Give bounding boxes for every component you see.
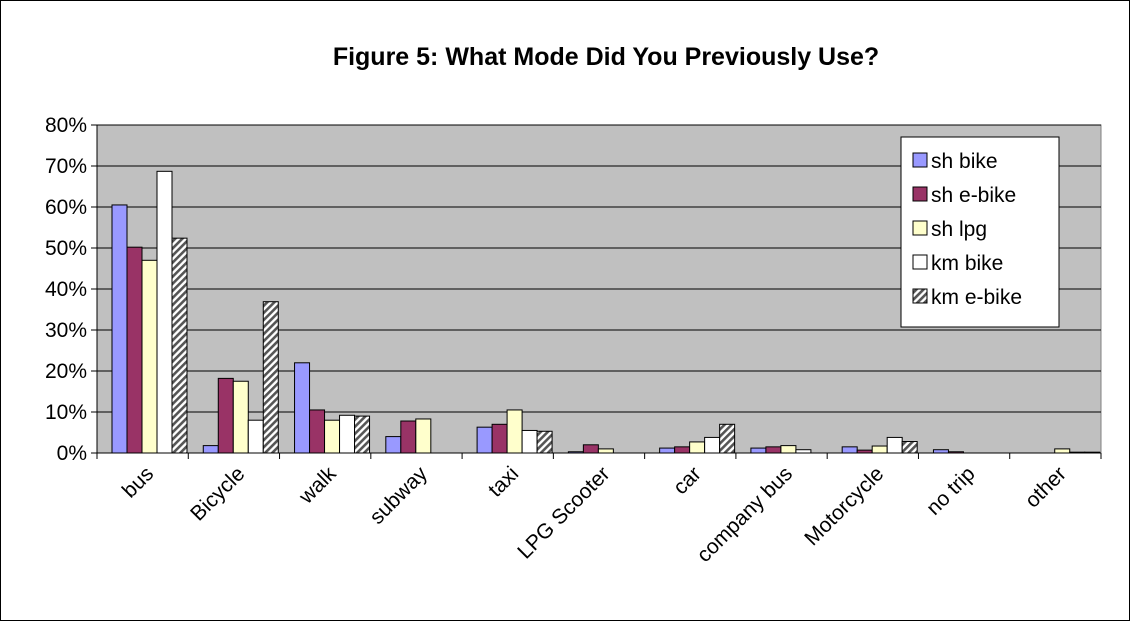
bar <box>415 418 432 454</box>
bar <box>324 419 341 454</box>
bar <box>232 380 249 454</box>
category-label: other <box>1021 462 1071 512</box>
bar <box>339 414 356 454</box>
bar <box>1084 451 1101 454</box>
bar <box>294 362 311 454</box>
legend-label: sh e-bike <box>931 184 1016 207</box>
bar <box>871 445 888 454</box>
bar <box>156 170 173 454</box>
bar <box>765 446 782 454</box>
category-label: car <box>669 462 706 499</box>
legend-swatch <box>912 152 928 168</box>
y-tick-label: 50% <box>45 237 87 260</box>
bar <box>491 423 508 454</box>
y-tick-label: 10% <box>45 401 87 424</box>
category-label: no trip <box>922 462 980 520</box>
bar <box>719 423 736 454</box>
bar <box>856 449 873 454</box>
bar <box>141 259 158 454</box>
bar <box>567 451 584 454</box>
bar <box>947 451 964 454</box>
bar <box>111 204 128 454</box>
category-label: Motorcycle <box>800 462 888 550</box>
y-tick-label: 20% <box>45 360 87 383</box>
legend-swatch <box>912 186 928 202</box>
bar <box>886 436 903 454</box>
bar <box>400 420 417 454</box>
bar <box>1069 451 1086 454</box>
bar <box>901 441 918 454</box>
bar <box>476 426 493 454</box>
bar <box>795 449 812 454</box>
bar <box>247 419 264 454</box>
y-tick-label: 30% <box>45 319 87 342</box>
y-tick-label: 70% <box>45 155 87 178</box>
bar <box>674 446 691 454</box>
category-label: bus <box>118 462 158 502</box>
bar <box>354 415 371 454</box>
bar <box>126 246 143 454</box>
bar <box>780 445 797 454</box>
bar <box>202 445 219 454</box>
bar <box>1054 448 1071 454</box>
bar <box>309 409 326 454</box>
bar <box>689 441 706 454</box>
bar <box>171 237 188 454</box>
bar <box>750 447 767 454</box>
bar <box>385 436 402 454</box>
legend-label: km bike <box>931 252 1003 275</box>
category-label: walk <box>294 462 341 509</box>
bar <box>582 444 599 454</box>
bar <box>597 448 614 454</box>
legend-swatch <box>912 220 928 236</box>
bar <box>217 377 234 454</box>
legend-label: km e-bike <box>931 286 1022 309</box>
legend-label: sh lpg <box>931 218 987 241</box>
bar <box>932 449 949 454</box>
legend-swatch <box>912 254 928 270</box>
legend-label: sh bike <box>931 150 998 173</box>
bar <box>521 429 538 454</box>
y-tick-label: 60% <box>45 196 87 219</box>
legend-swatch <box>912 288 928 304</box>
chart-title: Figure 5: What Mode Did You Previously U… <box>333 43 879 71</box>
category-label: Bicycle <box>186 462 249 525</box>
y-tick-label: 0% <box>57 442 87 465</box>
bar <box>536 430 553 454</box>
y-tick-label: 80% <box>45 114 87 137</box>
category-label: taxi <box>484 462 523 501</box>
category-label: company bus <box>692 462 797 567</box>
bar <box>659 447 676 454</box>
bar <box>704 436 721 454</box>
y-tick-label: 40% <box>45 278 87 301</box>
category-label: subway <box>365 462 432 529</box>
bar <box>262 301 279 454</box>
category-label: LPG Scooter <box>513 462 614 563</box>
bar <box>506 409 523 454</box>
bar <box>841 446 858 454</box>
